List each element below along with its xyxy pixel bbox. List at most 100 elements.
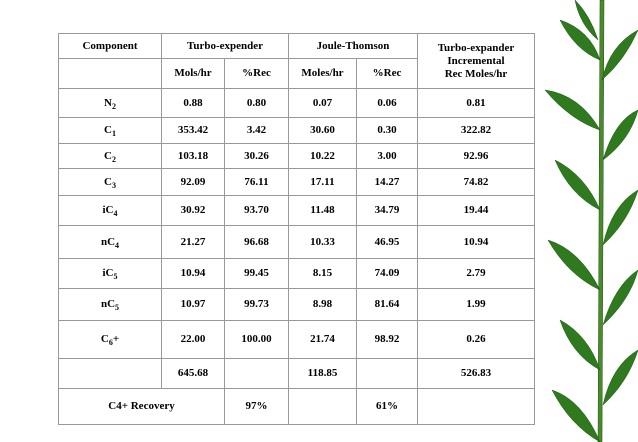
cell-text: 76.11 <box>244 175 269 188</box>
table-cell: 92.09 <box>161 168 225 196</box>
table-cell: 17.11 <box>288 168 357 196</box>
table-row: N2 0.88 0.80 0.07 0.06 0.81 <box>58 88 535 118</box>
component-name: C <box>104 124 112 136</box>
component-name: C <box>104 149 112 162</box>
table-cell: 322.82 <box>417 117 535 144</box>
table-cell: 97% <box>224 388 289 425</box>
table-cell <box>58 58 162 89</box>
table-cell: 0.80 <box>224 88 289 118</box>
cell-text: 92.96 <box>463 149 489 162</box>
table-cell: 81.64 <box>356 288 418 321</box>
cell-text: Moles/hr <box>301 67 344 79</box>
cell-text: 30.60 <box>310 124 335 136</box>
cell-text: Rec Moles/hr <box>444 67 508 80</box>
table-row: C3 92.09 76.11 17.11 14.27 74.82 <box>58 168 535 196</box>
table-row: 645.68 118.85 526.83 <box>58 358 535 389</box>
table-cell: 30.26 <box>224 143 289 169</box>
component-subscript: 5 <box>113 272 118 281</box>
component-subscript: 5 <box>115 303 120 312</box>
component-subscript: 3 <box>111 180 116 190</box>
table-cell: N2 <box>58 88 162 118</box>
cell-text: 92.09 <box>180 175 206 188</box>
table-cell: 8.15 <box>288 258 357 289</box>
table-cell: 21.74 <box>288 320 357 359</box>
table-cell: 74.82 <box>417 168 535 196</box>
cell-text: Turbo-expender <box>187 39 263 52</box>
cell-text: 2.79 <box>466 267 486 279</box>
cell-text: 30.92 <box>180 204 206 216</box>
table-cell: Turbo-expender <box>161 33 289 59</box>
table-cell: 0.07 <box>288 88 357 118</box>
cell-text: Joule-Thomson <box>316 39 390 52</box>
table-cell: 2.79 <box>417 258 535 289</box>
table-cell: 10.22 <box>288 143 357 169</box>
table-cell <box>288 388 357 425</box>
cell-text: 14.27 <box>374 175 400 188</box>
cell-text: 61% <box>376 400 398 412</box>
table-cell: 645.68 <box>161 358 225 389</box>
table-cell: C4+ Recovery <box>58 388 225 425</box>
table-cell: 3.00 <box>356 143 418 169</box>
table-cell: Mols/hr <box>161 58 225 89</box>
cell-text: Turbo-expander <box>437 41 515 54</box>
cell-text: 21.74 <box>310 333 335 345</box>
table-cell: iC4 <box>58 195 162 226</box>
component-name: nC <box>100 235 116 248</box>
table-cell: C2 <box>58 143 162 169</box>
table-cell <box>58 358 162 389</box>
table-cell: 99.73 <box>224 288 289 321</box>
table-cell: 10.33 <box>288 225 357 259</box>
table-cell: 74.09 <box>356 258 418 289</box>
table-cell: 30.92 <box>161 195 225 226</box>
table-cell: 10.94 <box>161 258 225 289</box>
cell-text: 74.82 <box>463 175 489 188</box>
table-cell: C3 <box>58 168 162 196</box>
component-name: iC <box>102 204 114 216</box>
table-row: Mols/hr %Rec Moles/hr %Rec <box>58 58 535 89</box>
table-cell: 14.27 <box>356 168 418 196</box>
cell-text: 1.99 <box>466 298 486 310</box>
cell-text: 10.22 <box>310 149 335 162</box>
component-name: C <box>104 175 112 188</box>
cell-text: 645.68 <box>177 367 209 379</box>
table-cell <box>224 358 289 389</box>
cell-text: Incremental <box>447 54 505 67</box>
cell-text: 0.88 <box>183 96 203 109</box>
component-subscript: 4 <box>113 209 118 218</box>
component-name: nC <box>100 298 116 310</box>
table-cell: 103.18 <box>161 143 225 169</box>
table-cell: 99.45 <box>224 258 289 289</box>
table-cell: Component <box>58 33 162 59</box>
table-cell: 353.42 <box>161 117 225 144</box>
component-subscript: 6 <box>108 338 113 347</box>
cell-text: 22.00 <box>180 333 206 345</box>
cell-text: 34.79 <box>374 204 400 216</box>
component-subscript: 4 <box>115 240 120 250</box>
table-cell: 76.11 <box>224 168 289 196</box>
cell-text: 19.44 <box>463 204 489 216</box>
cell-text: 322.82 <box>460 124 492 136</box>
table-cell <box>417 388 535 425</box>
cell-text: 118.85 <box>307 367 338 379</box>
cell-text: 10.94 <box>180 267 206 279</box>
table-cell: 100.00 <box>224 320 289 359</box>
table-cell: 0.06 <box>356 88 418 118</box>
table-cell: 92.96 <box>417 143 535 169</box>
table-cell: 98.92 <box>356 320 418 359</box>
cell-text: 0.07 <box>312 96 333 109</box>
table-cell: 0.30 <box>356 117 418 144</box>
table-cell: C6+ <box>58 320 162 359</box>
cell-text: Component <box>82 39 138 52</box>
cell-text: 3.00 <box>377 149 397 162</box>
cell-text: 526.83 <box>460 367 492 379</box>
table-row: nC5 10.97 99.73 8.98 81.64 1.99 <box>58 288 535 321</box>
table-cell: 0.88 <box>161 88 225 118</box>
cell-text: 97% <box>245 400 268 412</box>
table-cell: 0.26 <box>417 320 535 359</box>
table-cell: Moles/hr <box>288 58 357 89</box>
cell-text: 96.68 <box>244 235 269 248</box>
table-cell: 526.83 <box>417 358 535 389</box>
table-row: C1 353.42 3.42 30.60 0.30 322.82 <box>58 117 535 144</box>
table-cell: 11.48 <box>288 195 357 226</box>
cell-text: 10.33 <box>310 235 335 248</box>
